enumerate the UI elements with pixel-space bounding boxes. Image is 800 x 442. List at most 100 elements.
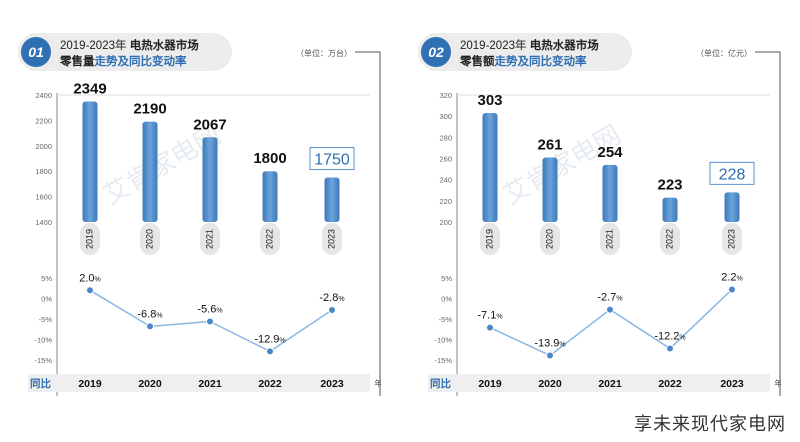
category-label: 2019 bbox=[84, 229, 94, 249]
bar bbox=[142, 121, 158, 222]
category-label: 2019 bbox=[484, 229, 494, 249]
right-bracket bbox=[755, 51, 781, 396]
bar-value-label: 2067 bbox=[193, 116, 226, 133]
chart-title-line2: 零售额走势及同比变动率 bbox=[459, 54, 587, 68]
category-pill bbox=[540, 223, 560, 255]
bar-value-label: 228 bbox=[719, 166, 746, 183]
yoy-tick-label: -10% bbox=[434, 336, 452, 345]
x-unit-label: 年 bbox=[374, 378, 382, 388]
yoy-value-number: -2.7 bbox=[597, 292, 616, 304]
bar bbox=[724, 192, 740, 222]
bar-value-label: 2349 bbox=[73, 80, 106, 97]
x-category-label: 2020 bbox=[538, 378, 562, 390]
yoy-tick-label: -15% bbox=[434, 356, 452, 365]
yoy-point bbox=[146, 322, 154, 331]
yoy-value-label: -13.9% bbox=[534, 337, 565, 349]
category-label: 2023 bbox=[326, 229, 336, 249]
y-tick-label: 2200 bbox=[35, 116, 52, 125]
yoy-value-number: -12.2 bbox=[654, 331, 679, 343]
bar-value-label: 303 bbox=[477, 92, 502, 109]
yoy-point bbox=[546, 351, 554, 360]
yoy-value-suffix: % bbox=[95, 276, 101, 283]
bar-value-label: 261 bbox=[537, 136, 562, 153]
yoy-value-number: 2.0 bbox=[79, 272, 94, 284]
title-pill bbox=[18, 33, 232, 71]
bar bbox=[324, 177, 340, 222]
y-tick-label: 260 bbox=[439, 155, 452, 164]
bar bbox=[202, 137, 218, 222]
yoy-value-number: -13.9 bbox=[534, 337, 559, 349]
category-pill bbox=[140, 223, 160, 255]
bar bbox=[262, 171, 278, 222]
yoy-value-suffix: % bbox=[496, 314, 502, 321]
category-label: 2022 bbox=[664, 229, 674, 249]
yoy-point bbox=[666, 344, 674, 353]
category-label: 2021 bbox=[204, 229, 214, 249]
yoy-value-suffix: % bbox=[216, 307, 222, 314]
x-category-label: 2023 bbox=[720, 378, 744, 390]
x-category-label: 2019 bbox=[478, 378, 502, 390]
category-pill bbox=[200, 223, 220, 255]
title-metric: 零售额 bbox=[459, 54, 495, 68]
x-category-label: 2021 bbox=[598, 378, 622, 390]
yoy-value-number: -7.1 bbox=[477, 310, 496, 322]
y-tick-label: 1800 bbox=[35, 167, 52, 176]
bar bbox=[82, 101, 98, 222]
yoy-value-number: -5.6 bbox=[197, 303, 216, 315]
y-tick-label: 220 bbox=[439, 197, 452, 206]
bar bbox=[662, 197, 678, 222]
yoy-value-label: -2.8% bbox=[319, 292, 344, 304]
category-label: 2021 bbox=[604, 229, 614, 249]
x-axis-strip bbox=[428, 374, 770, 392]
right-bracket bbox=[355, 51, 381, 396]
title-market: 电热水器市场 bbox=[530, 38, 599, 52]
category-pill bbox=[480, 223, 500, 255]
x-category-label: 2020 bbox=[138, 378, 162, 390]
yoy-tick-label: 5% bbox=[441, 274, 452, 283]
highlight-box bbox=[709, 161, 755, 185]
y-tick-label: 300 bbox=[439, 112, 452, 121]
yoy-point bbox=[328, 305, 336, 314]
title-trend: 走势及同比变动率 bbox=[494, 54, 587, 68]
y-tick-label: 240 bbox=[439, 176, 452, 185]
yoy-value-number: -2.8 bbox=[319, 292, 338, 304]
yoy-value-suffix: % bbox=[679, 335, 685, 342]
x-category-label: 2022 bbox=[258, 378, 282, 390]
highlight-box bbox=[309, 147, 355, 171]
category-pill bbox=[722, 223, 742, 255]
yoy-value-suffix: % bbox=[338, 296, 344, 303]
category-pill bbox=[260, 223, 280, 255]
bar-value-label: 1800 bbox=[253, 150, 286, 167]
chart-title-line2: 零售量走势及同比变动率 bbox=[59, 54, 187, 68]
yoy-value-label: 2.2% bbox=[721, 271, 743, 283]
badge-number: 01 bbox=[28, 44, 44, 60]
unit-label: （单位：万台） bbox=[296, 48, 352, 58]
x-category-label: 2019 bbox=[78, 378, 102, 390]
retail-volume-chart-panel: 01 2019-2023年 电热水器市场 零售量走势及同比变动率 （单位：万台） 240… bbox=[18, 33, 382, 396]
category-pill bbox=[600, 223, 620, 255]
category-pill bbox=[660, 223, 680, 255]
title-metric: 零售量 bbox=[59, 54, 95, 68]
yoy-tick-label: 0% bbox=[41, 295, 52, 304]
y-tick-label: 1400 bbox=[35, 218, 52, 227]
yoy-point bbox=[206, 317, 214, 326]
yoy-value-number: -6.8 bbox=[137, 308, 156, 320]
badge-circle bbox=[421, 37, 451, 67]
yoy-value-label: -6.8% bbox=[137, 308, 162, 320]
title-prefix: 2019-2023年 bbox=[460, 38, 530, 52]
yoy-value-suffix: % bbox=[279, 337, 285, 344]
chart-title-line1: 2019-2023年 电热水器市场 bbox=[60, 38, 199, 52]
yoy-value-number: 2.2 bbox=[721, 271, 736, 283]
yoy-point bbox=[728, 285, 736, 294]
x-category-label: 2021 bbox=[198, 378, 222, 390]
yoy-value-suffix: % bbox=[737, 275, 743, 282]
x-unit-label: 年 bbox=[774, 378, 782, 388]
category-pill bbox=[322, 223, 342, 255]
yoy-value-label: -12.2% bbox=[654, 331, 685, 343]
category-pill bbox=[80, 223, 100, 255]
y-tick-label: 1600 bbox=[35, 193, 52, 202]
title-prefix: 2019-2023年 bbox=[60, 38, 130, 52]
bar-value-label: 254 bbox=[597, 144, 623, 161]
yoy-row-label: 同比 bbox=[430, 377, 451, 390]
x-category-label: 2022 bbox=[658, 378, 682, 390]
